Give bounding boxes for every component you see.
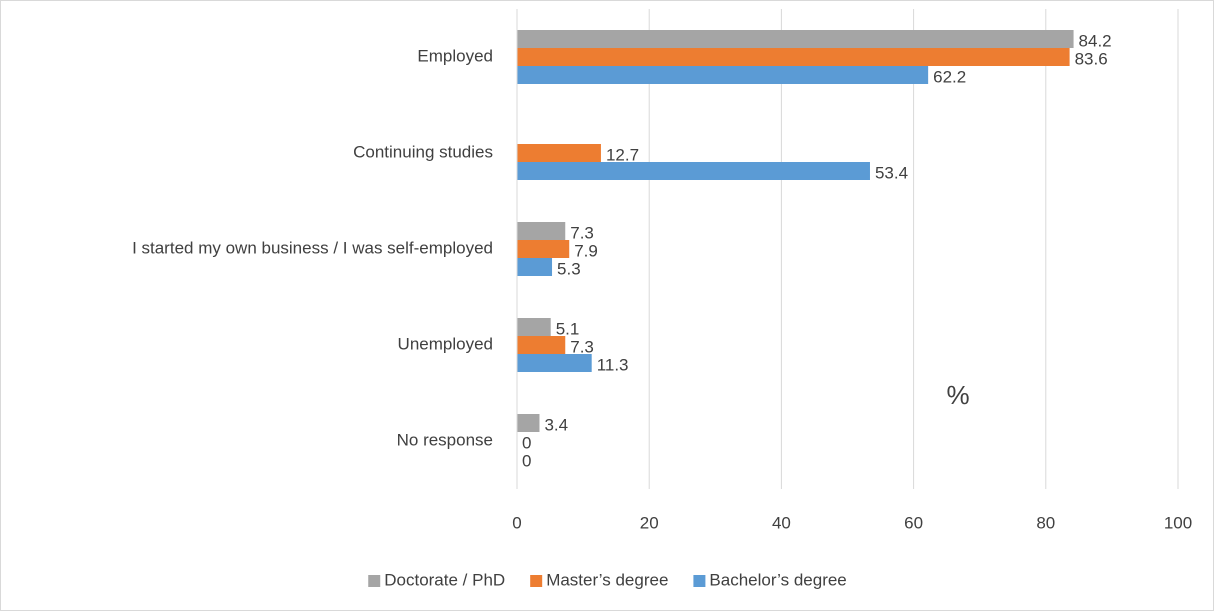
data-label: 7.9	[574, 241, 598, 260]
annotation: %	[946, 380, 969, 410]
data-label: 84.2	[1079, 31, 1112, 50]
legend-label: Bachelor’s degree	[709, 570, 846, 589]
bar	[517, 222, 566, 240]
bar	[517, 48, 1070, 66]
bar	[517, 318, 551, 336]
bar	[517, 258, 553, 276]
bar	[517, 354, 592, 372]
data-label: 7.3	[570, 223, 594, 242]
legend-swatch	[368, 575, 381, 587]
data-label: 12.7	[606, 145, 639, 164]
x-tick-label: 0	[512, 513, 521, 532]
x-tick-label: 80	[1036, 513, 1055, 532]
legend-label: Doctorate / PhD	[384, 570, 505, 589]
x-tick-label: 20	[640, 513, 659, 532]
data-label: 83.6	[1075, 49, 1108, 68]
data-label: 7.3	[570, 337, 594, 356]
x-tick-label: 40	[772, 513, 791, 532]
legend-swatch	[693, 575, 706, 587]
bar	[517, 144, 601, 162]
data-label: 0	[522, 433, 531, 452]
x-tick-label: 100	[1164, 513, 1192, 532]
data-label: 0	[522, 451, 531, 470]
data-label: 11.3	[597, 355, 629, 374]
data-label: 5.1	[556, 319, 580, 338]
bar	[517, 414, 540, 432]
y-tick-label: I started my own business / I was self-e…	[132, 238, 493, 257]
bar	[517, 66, 929, 84]
x-tick-label: 60	[904, 513, 923, 532]
y-tick-label: No response	[397, 430, 493, 449]
y-tick-label: Unemployed	[398, 334, 493, 353]
data-label: 3.4	[544, 415, 568, 434]
bar	[517, 30, 1074, 48]
data-label: 62.2	[933, 67, 966, 86]
y-tick-label: Continuing studies	[353, 142, 493, 161]
legend-swatch	[530, 575, 543, 587]
bar	[517, 240, 570, 258]
data-label: 5.3	[557, 259, 581, 278]
data-label: 53.4	[875, 163, 908, 182]
bar	[517, 336, 566, 354]
y-tick-label: Employed	[417, 46, 493, 65]
bar	[517, 162, 870, 180]
legend-label: Master’s degree	[546, 570, 668, 589]
